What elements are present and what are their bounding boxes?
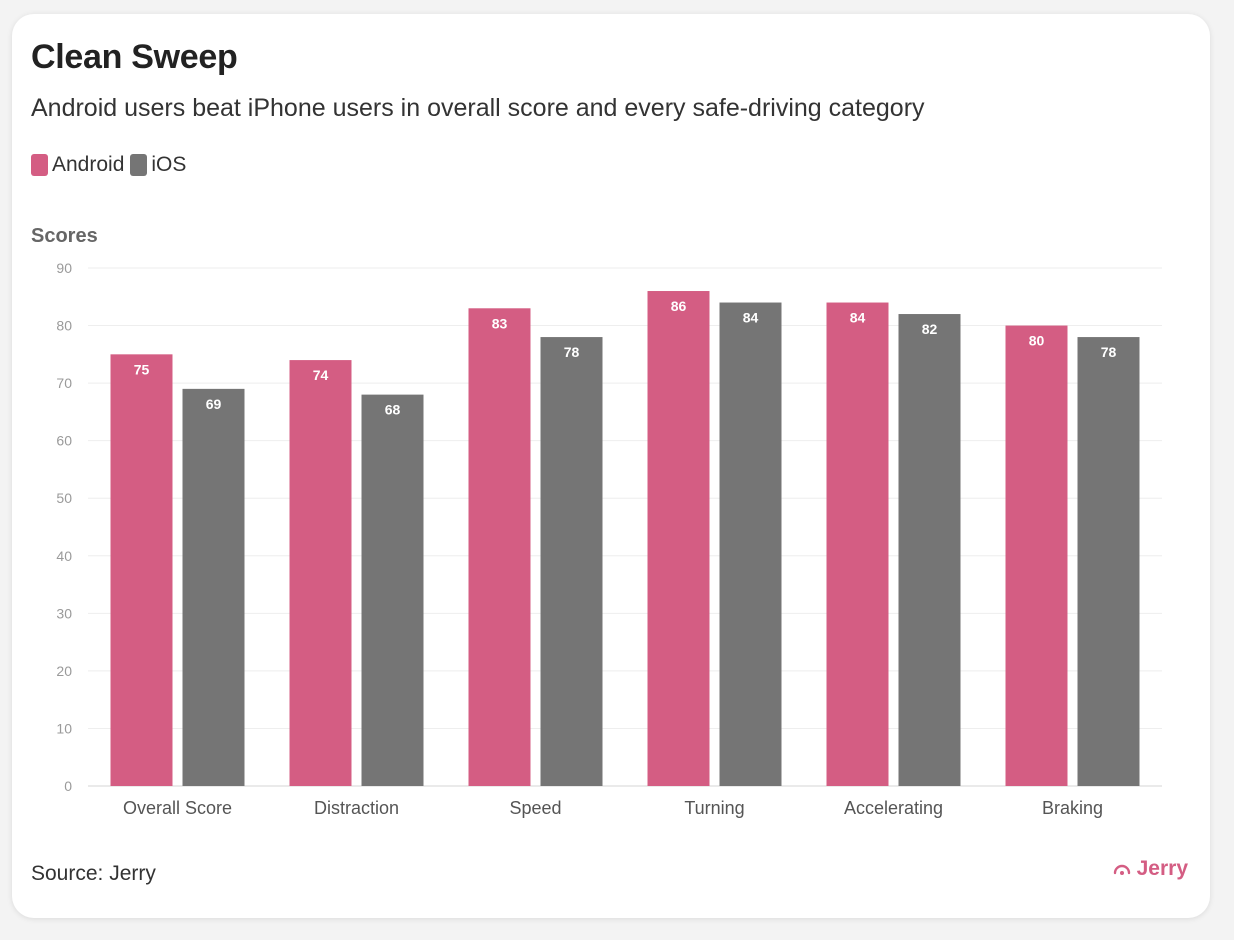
- legend-item-android[interactable]: Android: [31, 153, 124, 177]
- bar-ios-3: [540, 337, 603, 786]
- y-tick-label-40: 40: [56, 548, 72, 564]
- bar-label-android-1: 75: [134, 361, 150, 377]
- bar-ios-6: [1077, 337, 1140, 786]
- bar-label-ios-4: 84: [743, 310, 759, 326]
- y-tick-label-70: 70: [56, 375, 72, 391]
- y-tick-label-90: 90: [56, 260, 72, 276]
- chart-subtitle: Android users beat iPhone users in overa…: [31, 94, 925, 122]
- bar-android-2: [289, 360, 352, 786]
- bar-label-android-2: 74: [313, 367, 329, 383]
- y-axis-title: Scores: [31, 225, 98, 247]
- bar-android-5: [826, 302, 889, 786]
- source-note: Source: Jerry: [31, 862, 156, 885]
- bar-label-ios-2: 68: [385, 402, 401, 418]
- brand-logo[interactable]: Jerry: [1113, 857, 1188, 881]
- legend-label-ios: iOS: [151, 153, 187, 176]
- y-tick-label-80: 80: [56, 318, 72, 334]
- bar-label-android-3: 83: [492, 315, 508, 331]
- android-swatch-icon: [31, 154, 48, 176]
- x-tick-label-4: Turning: [684, 798, 744, 818]
- bar-ios-1: [182, 388, 245, 786]
- y-tick-label-0: 0: [64, 778, 72, 794]
- legend-item-ios[interactable]: iOS: [130, 153, 186, 177]
- chart-title: Clean Sweep: [31, 38, 238, 76]
- y-tick-label-50: 50: [56, 490, 72, 506]
- y-tick-label-10: 10: [56, 720, 72, 736]
- bar-label-ios-5: 82: [922, 321, 938, 337]
- x-tick-label-2: Distraction: [314, 798, 399, 818]
- bar-android-1: [110, 354, 173, 786]
- bar-label-android-5: 84: [850, 310, 866, 326]
- bar-ios-2: [361, 394, 424, 786]
- bar-android-6: [1005, 325, 1068, 786]
- bar-label-ios-3: 78: [564, 344, 580, 360]
- bar-label-ios-6: 78: [1101, 344, 1117, 360]
- y-tick-label-20: 20: [56, 663, 72, 679]
- ios-swatch-icon: [130, 154, 148, 176]
- bar-label-android-4: 86: [671, 298, 687, 314]
- bar-android-4: [647, 291, 710, 786]
- y-tick-label-60: 60: [56, 433, 72, 449]
- x-tick-label-5: Accelerating: [844, 798, 943, 818]
- bar-label-android-6: 80: [1029, 333, 1045, 349]
- bar-android-3: [468, 308, 531, 786]
- x-tick-label-1: Overall Score: [123, 798, 232, 818]
- bar-ios-4: [719, 302, 782, 786]
- bar-label-ios-1: 69: [206, 396, 222, 412]
- bar-ios-5: [898, 314, 961, 786]
- legend-label-android: Android: [52, 153, 125, 176]
- y-tick-label-30: 30: [56, 605, 72, 621]
- x-tick-label-3: Speed: [509, 798, 561, 818]
- x-tick-label-6: Braking: [1042, 798, 1103, 818]
- brand-name: Jerry: [1136, 857, 1188, 880]
- legend: Android iOS: [31, 153, 186, 177]
- jerry-logo-icon: [1113, 864, 1130, 875]
